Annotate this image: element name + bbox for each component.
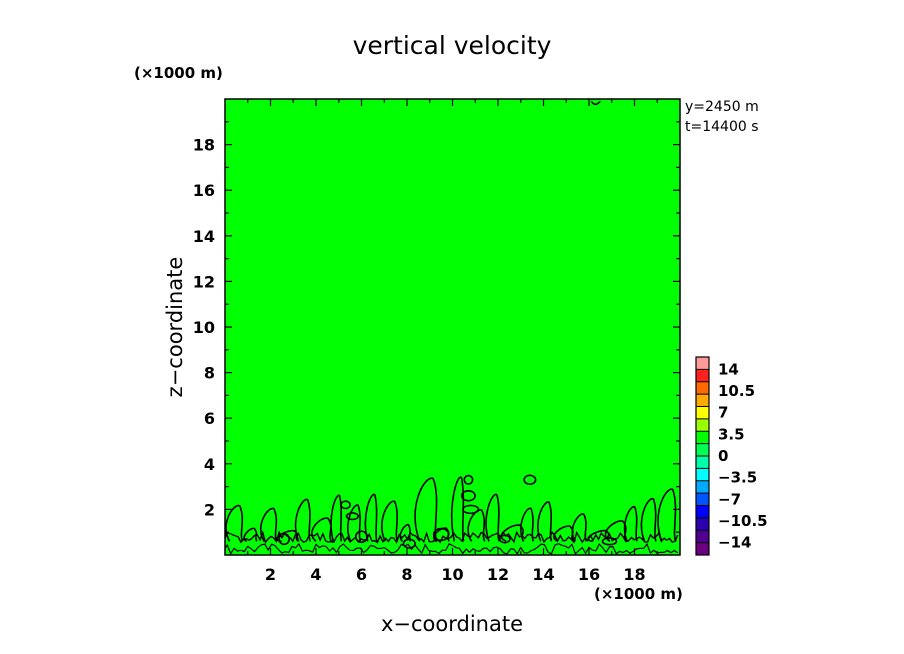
x-tick-label: 10: [441, 565, 463, 584]
colorbar-swatch: [696, 418, 709, 432]
colorbar-swatch: [696, 381, 709, 395]
colorbar-label: 7: [718, 404, 728, 422]
colorbar-swatch: [696, 468, 709, 482]
colorbar-swatch: [696, 530, 709, 544]
colorbar-label: −14: [718, 534, 751, 552]
x-tick-label: 8: [401, 565, 412, 584]
contour-surface-band: [224, 530, 679, 544]
plot-field: [225, 99, 680, 555]
colorbar-frame: [695, 356, 710, 556]
x-tick-label: 2: [265, 565, 276, 584]
colorbar-swatch: [696, 517, 709, 531]
colorbar-label: 14: [718, 360, 739, 378]
y-tick-label: 4: [204, 455, 215, 474]
colorbar-swatch: [696, 406, 709, 420]
y-tick-label: 16: [193, 181, 215, 200]
colorbar-swatch: [696, 369, 709, 383]
y-axis-unit: (×1000 m): [134, 64, 223, 82]
contour-lines: [224, 100, 679, 555]
colorbar: 14 10.5 7 3.5 0 −3.5 −7 −10.5 −14: [695, 356, 768, 556]
annotation-time: t=14400 s: [685, 119, 759, 135]
y-axis: 2 4 6 8 10 12 14 16 18: [193, 121, 680, 533]
contour-cell: [345, 512, 360, 521]
colorbar-swatch: [696, 542, 709, 556]
colorbar-swatch: [696, 505, 709, 519]
contour-plume-lines: [225, 476, 677, 543]
x-tick-label: 12: [487, 565, 509, 584]
y-axis-label: z−coordinate: [163, 257, 187, 398]
colorbar-label: −7: [718, 490, 741, 508]
x-axis-unit: (×1000 m): [594, 585, 683, 603]
colorbar-swatch: [696, 480, 709, 494]
x-tick-label: 14: [532, 565, 554, 584]
colorbar-swatch: [696, 394, 709, 407]
y-tick-label: 10: [193, 318, 215, 337]
x-tick-label: 6: [356, 565, 367, 584]
contour-surface-band-lower: [224, 542, 679, 555]
y-tick-label: 2: [204, 500, 215, 519]
colorbar-label: 3.5: [718, 425, 745, 443]
colorbar-swatch: [696, 443, 709, 457]
y-tick-label: 8: [204, 364, 215, 383]
colorbar-label: 10.5: [718, 382, 755, 400]
annotation-y-position: y=2450 m: [685, 99, 759, 115]
x-tick-label: 16: [578, 565, 600, 584]
colorbar-swatch: [696, 493, 709, 506]
y-tick-label: 14: [193, 227, 215, 246]
x-tick-label: 18: [623, 565, 645, 584]
colorbar-swatch: [696, 456, 709, 469]
colorbar-label: −3.5: [718, 469, 757, 487]
colorbar-swatch: [696, 431, 709, 445]
colorbar-swatch: [696, 357, 709, 370]
colorbar-label: 0: [718, 447, 728, 465]
chart-title: vertical velocity: [353, 31, 552, 60]
y-tick-label: 12: [193, 272, 215, 291]
x-tick-label: 4: [310, 565, 321, 584]
contour-cell: [460, 489, 476, 502]
y-tick-label: 6: [204, 409, 215, 428]
contour-cell: [463, 474, 474, 485]
colorbar-label: −10.5: [718, 512, 768, 530]
contour-cell: [402, 538, 416, 549]
contour-cell: [601, 537, 618, 546]
contour-top-fragment: [590, 100, 601, 106]
y-tick-label: 18: [193, 136, 215, 155]
contour-cell: [462, 504, 480, 515]
x-axis-label: x−coordinate: [381, 612, 523, 636]
x-axis: 2 4 6 8 10 12 14 16 18: [247, 99, 658, 584]
contour-cell: [523, 474, 537, 486]
contour-cell: [340, 500, 351, 510]
